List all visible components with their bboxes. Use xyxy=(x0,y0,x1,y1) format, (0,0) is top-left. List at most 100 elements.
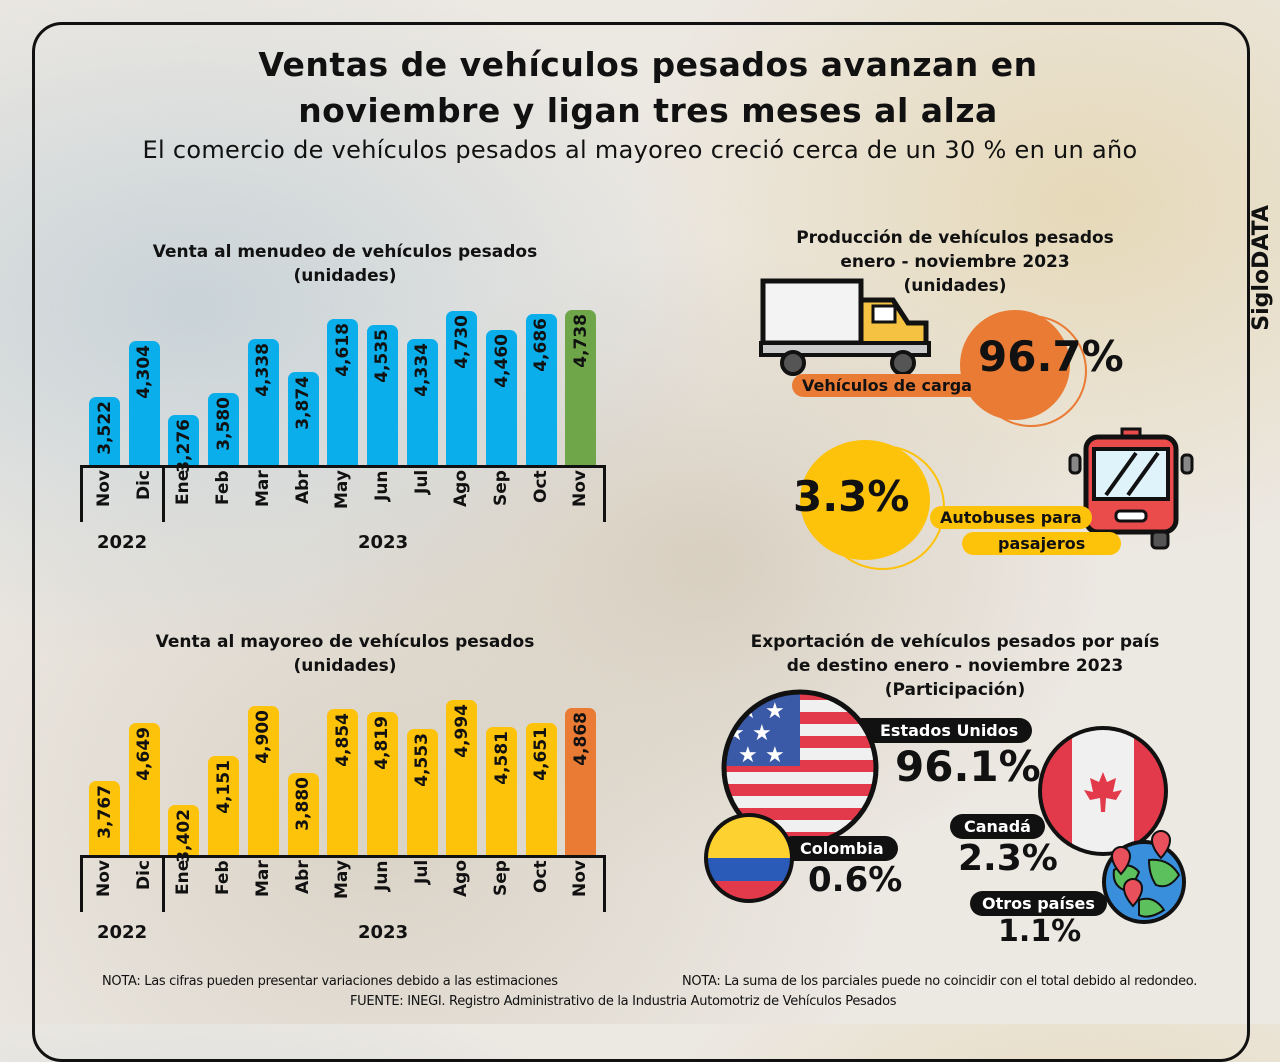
axis-divider xyxy=(162,465,165,522)
cargo-label: Vehículos de carga xyxy=(792,374,982,397)
month-label: Dic xyxy=(133,470,154,501)
bus-icon xyxy=(1068,427,1194,550)
month-label: Ene xyxy=(173,860,194,896)
bar: 4,649 xyxy=(128,722,160,855)
month-label: Nov xyxy=(94,470,114,507)
bar: 4,686 xyxy=(525,313,557,465)
month-label: Abr xyxy=(292,860,313,894)
month-label: Feb xyxy=(213,860,234,895)
chart-title: Venta al mayoreo de vehículos pesados xyxy=(155,632,535,652)
month-label: Oct xyxy=(530,470,551,503)
axis-divider xyxy=(80,855,83,912)
bar-value-label: 4,649 xyxy=(134,726,155,781)
canada-percentage: 2.3% xyxy=(958,838,1058,879)
colombia-percentage: 0.6% xyxy=(808,860,903,900)
bar: 4,535 xyxy=(366,324,398,465)
bar: 3,580 xyxy=(208,393,240,465)
bus-percentage: 3.3% xyxy=(793,472,910,521)
other-countries-label: Otros países xyxy=(970,891,1107,916)
bar: 4,730 xyxy=(446,310,478,465)
bar-value-label: 4,553 xyxy=(412,733,433,787)
bar-value-label: 4,686 xyxy=(531,317,552,372)
colombia-label: Colombia xyxy=(780,836,898,861)
bar: 4,868 xyxy=(565,708,597,855)
month-label: Dic xyxy=(133,860,154,891)
chart-unit: (unidades) xyxy=(293,266,397,286)
bar: 4,819 xyxy=(366,711,398,855)
bar-value-label: 4,994 xyxy=(451,704,472,758)
bar-value-label: 3,580 xyxy=(213,397,234,451)
bar: 4,581 xyxy=(486,727,517,855)
bar-value-label: 4,618 xyxy=(332,322,353,377)
bar-value-label: 4,581 xyxy=(491,731,512,786)
chart-unit: (unidades) xyxy=(293,656,397,676)
chart-title-menudeo: Venta al menudeo de vehículos pesados (un… xyxy=(100,240,590,288)
bar: 3,767 xyxy=(89,780,120,855)
chart-title: Venta al menudeo de vehículos pesados xyxy=(152,242,538,262)
bar: 4,460 xyxy=(486,329,517,465)
bar-value-label: 4,460 xyxy=(491,333,512,388)
month-label: Nov xyxy=(94,860,114,897)
month-label: Sep xyxy=(491,860,511,896)
bus-label-line2: pasajeros xyxy=(962,532,1122,555)
bar-value-label: 4,535 xyxy=(372,328,393,383)
title-line: enero - noviembre 2023 xyxy=(840,252,1070,272)
axis-divider xyxy=(80,465,83,522)
us-label: Estados Unidos xyxy=(850,718,1033,743)
bar: 4,553 xyxy=(406,729,438,855)
month-label: Nov xyxy=(570,860,591,897)
bar-value-label: 4,338 xyxy=(253,342,274,397)
bar-value-label: 4,900 xyxy=(253,710,274,764)
month-label: Jul xyxy=(411,860,432,885)
bar-value-label: 4,651 xyxy=(531,726,552,781)
month-label: May xyxy=(332,470,353,509)
svg-text:★: ★ xyxy=(765,743,785,768)
bar-value-label: 4,304 xyxy=(134,345,155,399)
bar: 4,338 xyxy=(247,338,279,465)
bar-value-label: 4,819 xyxy=(372,715,393,770)
bar-value-label: 4,868 xyxy=(570,712,591,767)
axis-divider xyxy=(162,855,165,912)
bar-value-label: 3,880 xyxy=(293,777,313,832)
chart-title-mayoreo: Venta al mayoreo de vehículos pesados (un… xyxy=(100,630,590,678)
axis-divider xyxy=(603,855,606,912)
month-label: Jun xyxy=(371,470,392,501)
title-line: Ventas de vehículos pesados avanzan en xyxy=(258,45,1038,84)
axis-divider xyxy=(603,465,606,522)
title-line: de destino enero - noviembre 2023 xyxy=(786,656,1124,676)
month-label: Abr xyxy=(292,470,313,504)
note-left: NOTA: Las cifras pueden presentar variac… xyxy=(102,974,558,989)
month-label: Ago xyxy=(451,470,472,508)
bar: 4,900 xyxy=(247,706,279,855)
bar-value-label: 3,874 xyxy=(293,376,313,430)
month-label: Oct xyxy=(530,860,551,893)
month-label: Jul xyxy=(411,470,432,495)
bar: 3,880 xyxy=(287,773,319,855)
title-line: (Participación) xyxy=(884,680,1026,700)
bar: 4,618 xyxy=(327,318,359,465)
bus-label-line1: Autobuses para xyxy=(930,506,1092,529)
globe-icon xyxy=(1102,830,1186,924)
svg-text:★: ★ xyxy=(738,743,758,768)
title-line: (unidades) xyxy=(903,276,1007,296)
us-percentage: 96.1% xyxy=(895,742,1041,791)
svg-text:★: ★ xyxy=(752,721,772,746)
bar-value-label: 3,522 xyxy=(94,401,115,456)
cargo-percentage: 96.7% xyxy=(978,332,1124,381)
production-title: Producción de vehículos pesados enero - n… xyxy=(740,226,1170,298)
month-label: Mar xyxy=(252,860,273,897)
x-axis xyxy=(80,855,606,858)
month-label: May xyxy=(332,860,353,899)
year-label: 2023 xyxy=(358,532,409,553)
bar: 4,334 xyxy=(406,339,438,465)
truck-icon xyxy=(759,278,931,376)
bar: 4,738 xyxy=(565,310,597,465)
month-label: Mar xyxy=(252,470,273,507)
canada-flag-icon xyxy=(1038,726,1168,856)
other-countries-percentage: 1.1% xyxy=(998,914,1082,949)
bar-value-label: 4,854 xyxy=(332,713,353,767)
month-label: Ago xyxy=(451,860,472,898)
bar: 3,874 xyxy=(287,372,319,465)
bar: 4,151 xyxy=(208,755,240,855)
bar-value-label: 4,738 xyxy=(570,314,591,368)
